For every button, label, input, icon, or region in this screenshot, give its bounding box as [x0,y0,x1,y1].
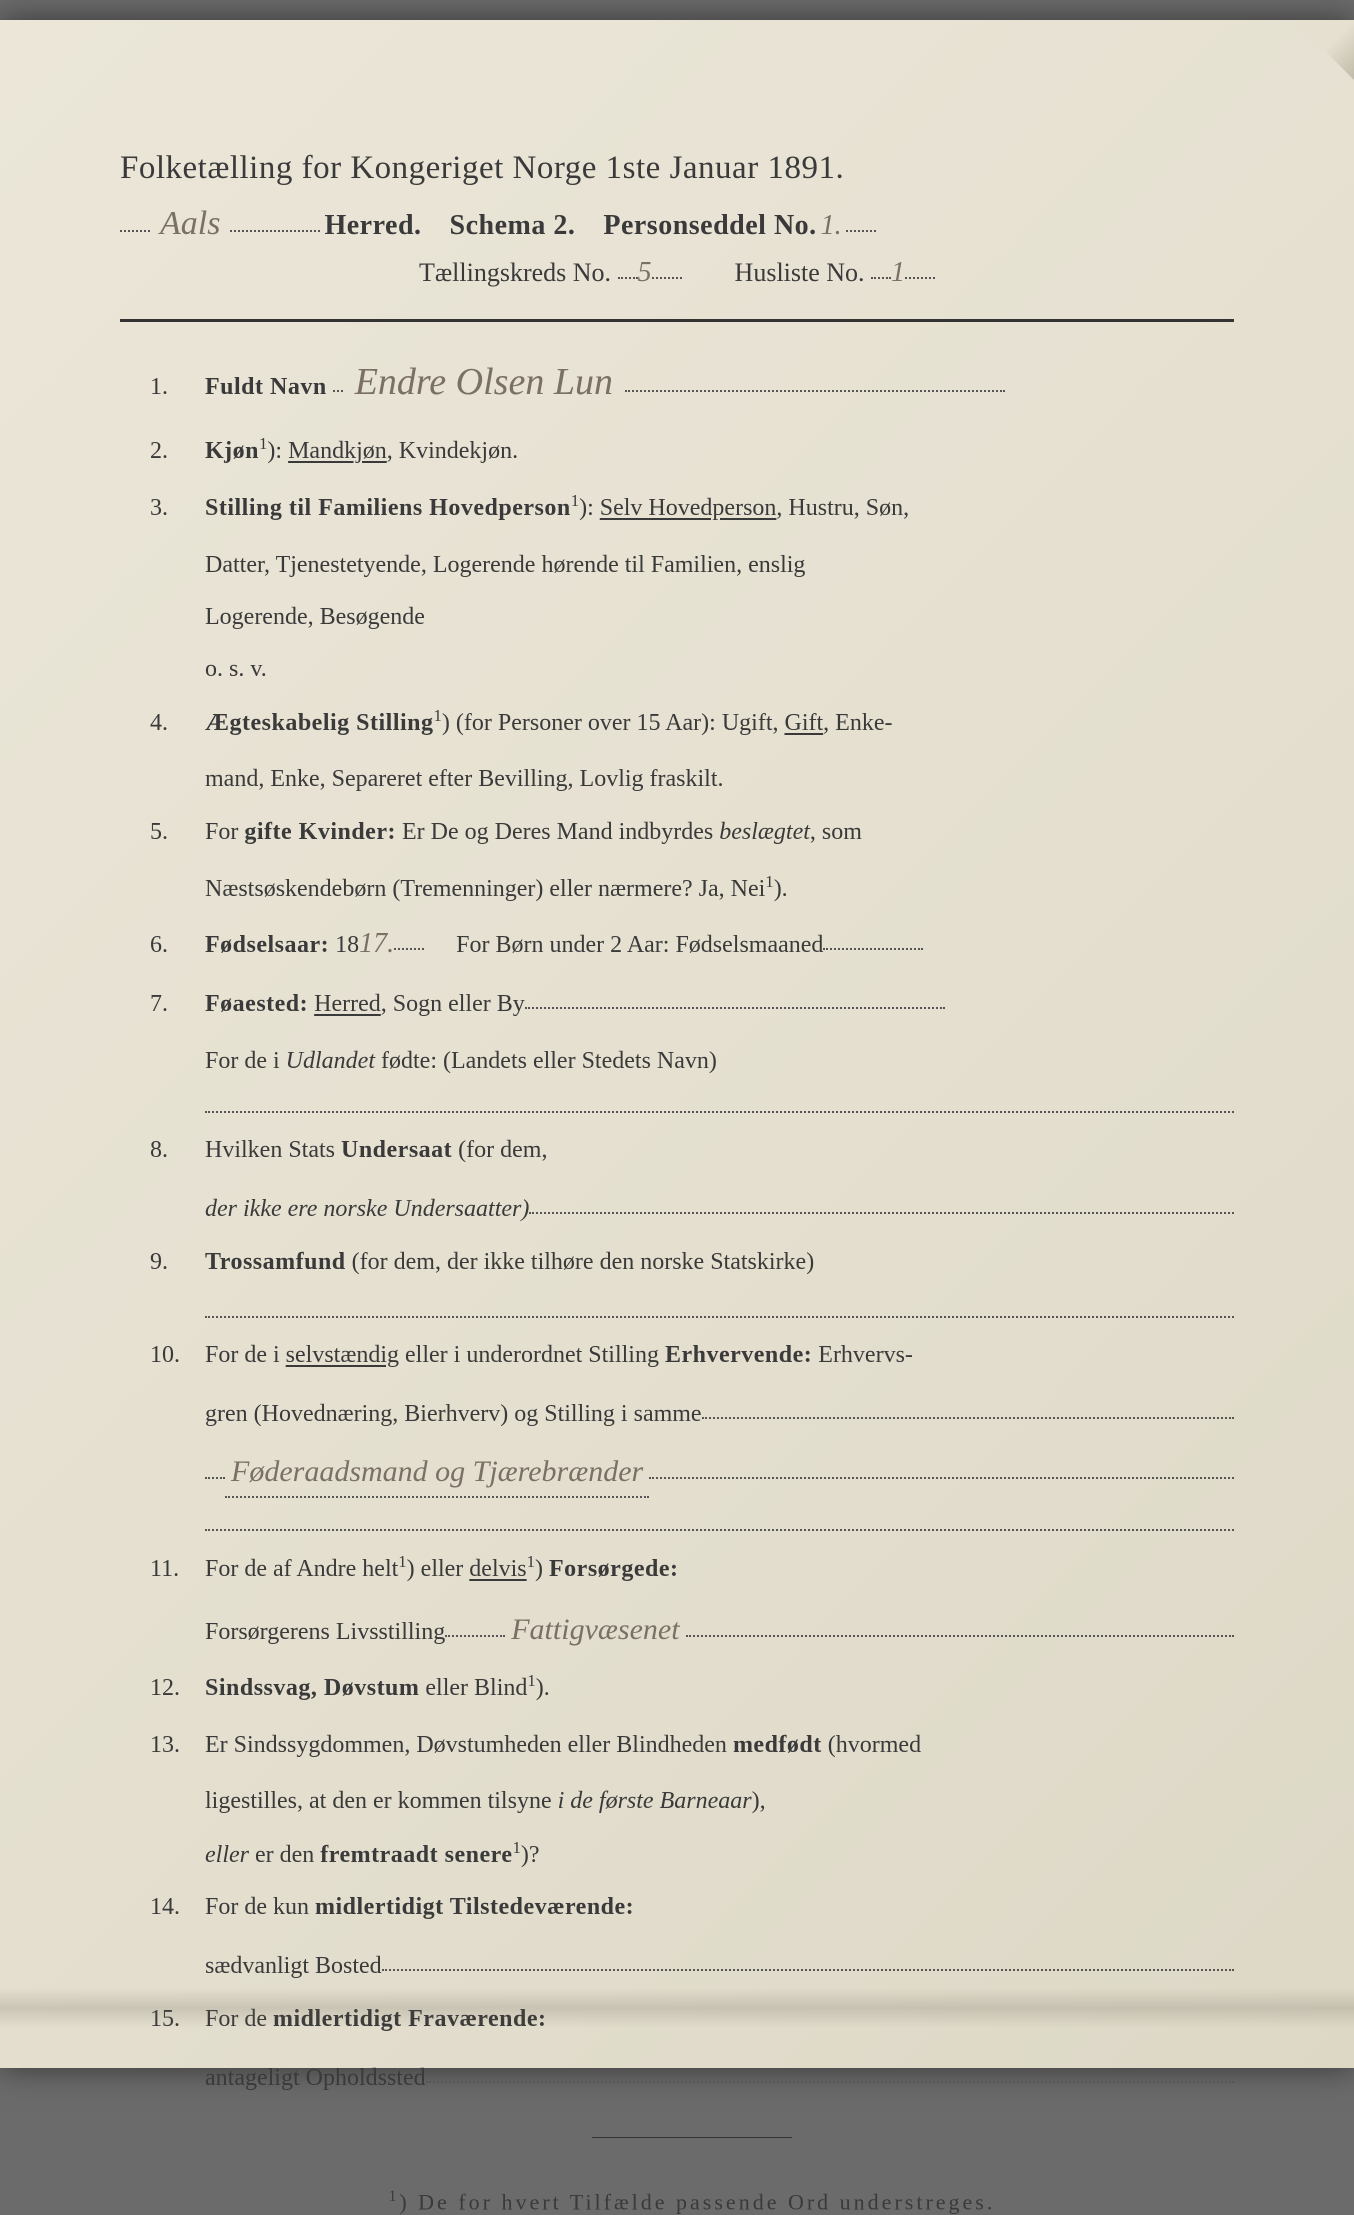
q9-label: Trossamfund [205,1249,346,1275]
q13-line3: eller er den fremtraadt senere1)? [150,1835,1234,1874]
q3-selv: Selv Hovedperson [600,495,777,521]
q2-mandkjon: Mandkjøn [288,438,387,464]
q3-line3: Logerende, Besøgende [150,598,1234,636]
question-7: 7. Føaested: Herred, Sogn eller By [150,985,1234,1023]
question-11: 11. For de af Andre helt1) eller delvis1… [150,1549,1234,1588]
q14-line2: sædvanligt Bosted [150,1944,1234,1985]
q7-line2: For de i Udlandet fødte: (Landets eller … [150,1042,1234,1080]
question-10: 10. For de i selvstændig eller i underor… [150,1336,1234,1374]
question-5: 5. For gifte Kvinder: Er De og Deres Man… [150,813,1234,851]
q14-num: 14. [150,1888,205,1926]
q5-line2: Næstsøskendebørn (Tremenninger) eller næ… [150,869,1234,908]
question-8: 8. Hvilken Stats Undersaat (for dem, [150,1131,1234,1169]
q13-num: 13. [150,1726,205,1764]
q10-num: 10. [150,1336,205,1374]
q9-num: 9. [150,1243,205,1281]
question-14: 14. For de kun midlertidigt Tilstedevære… [150,1888,1234,1926]
q11-num: 11. [150,1550,205,1588]
personseddel-label: Personseddel No. [603,210,816,242]
question-1: 1. Fuldt Navn Endre Olsen Lun [150,352,1234,413]
q5-gifte: gifte Kvinder: [244,819,396,845]
q7-herred: Herred [314,991,381,1017]
q5-num: 5. [150,813,205,851]
q7-dotted-line [205,1094,1234,1113]
q6-num: 6. [150,926,205,964]
question-13: 13. Er Sindssygdommen, Døvstumheden elle… [150,1726,1234,1764]
q7-label: Føaested: [205,991,308,1017]
question-12: 12. Sindssvag, Døvstum eller Blind1). [150,1668,1234,1707]
q11-line2: Forsørgerens Livsstilling Fattigvæsenet [150,1606,1234,1654]
q3-line2: Datter, Tjenestetyende, Logerende hørend… [150,546,1234,584]
herred-line: Aals Herred. Schema 2. Personseddel No. … [120,205,1234,243]
herred-label: Herred. [324,210,421,242]
q3-label: Stilling til Familiens Hovedperson [205,495,571,521]
q4-gift: Gift [784,710,823,736]
q10-dotted-line [205,1512,1234,1531]
question-9: 9. Trossamfund (for dem, der ikke tilhør… [150,1243,1234,1281]
q4-line2: mand, Enke, Separeret efter Bevilling, L… [150,760,1234,798]
dotted-fill [230,230,320,232]
q6-label: Fødselsaar: [205,932,329,958]
q6-year: 17. [359,922,394,967]
q1-num: 1. [150,368,205,406]
question-2: 2. Kjøn1): Mandkjøn, Kvindekjøn. [150,431,1234,470]
q12-label: Sindssvag, Døvstum [205,1675,419,1701]
page-bottom-aging [0,1988,1354,2028]
question-6: 6. Fødselsaar: 1817. For Børn under 2 Aa… [150,922,1234,967]
question-3: 3. Stilling til Familiens Hovedperson1):… [150,488,1234,527]
q13-line2: ligestilles, at den er kommen tilsyne i … [150,1782,1234,1820]
schema-label: Schema 2. [450,210,576,242]
tkreds-no: 5 [638,257,652,289]
q7-num: 7. [150,985,205,1023]
q10-hand-line: Føderaadsmand og Tjærebrænder [150,1448,1234,1498]
q1-label: Fuldt Navn [205,374,327,400]
dotted-fill [846,230,876,232]
q4-label: Ægteskabelig Stilling [205,710,434,736]
q9-dotted-line [205,1299,1234,1318]
q12-num: 12. [150,1669,205,1707]
form-header: Folketælling for Kongeriget Norge 1ste J… [120,150,1234,289]
q8-line2: der ikke ere norske Undersaatter) [150,1187,1234,1228]
dotted-prefix [120,230,150,232]
q3-num: 3. [150,489,205,527]
personseddel-no: 1. [821,210,842,242]
q15-line2: antageligt Opholdssted [150,2056,1234,2097]
q3-line4: o. s. v. [150,650,1234,688]
q10-handwritten: Føderaadsmand og Tjærebrænder [225,1448,649,1498]
husliste-label: Husliste No. [735,258,865,287]
divider-thick [120,319,1234,322]
q11-handwritten: Fattigvæsenet [505,1606,685,1654]
husliste-no: 1 [891,257,905,289]
herred-handwritten: Aals [154,205,226,243]
footnote: 1) De for hvert Tilfælde passende Ord un… [150,2188,1234,2215]
tkreds-label: Tællingskreds No. [419,258,611,287]
question-4: 4. Ægteskabelig Stilling1) (for Personer… [150,703,1234,742]
q2-label: Kjøn [205,438,259,464]
q1-name-handwritten: Endre Olsen Lun [349,352,619,413]
q4-num: 4. [150,704,205,742]
q10-line2: gren (Hovednæring, Bierhverv) og Stillin… [150,1393,1234,1434]
q2-num: 2. [150,432,205,470]
q8-num: 8. [150,1131,205,1169]
census-form-page: Folketælling for Kongeriget Norge 1ste J… [0,20,1354,2068]
q8-undersaat: Undersaat [341,1137,452,1163]
divider-thin [592,2137,792,2138]
form-body: 1. Fuldt Navn Endre Olsen Lun 2. Kjøn1):… [120,352,1234,2215]
kreds-line: Tællingskreds No. 5 Husliste No. 1 [120,257,1234,289]
form-title: Folketælling for Kongeriget Norge 1ste J… [120,150,1234,187]
